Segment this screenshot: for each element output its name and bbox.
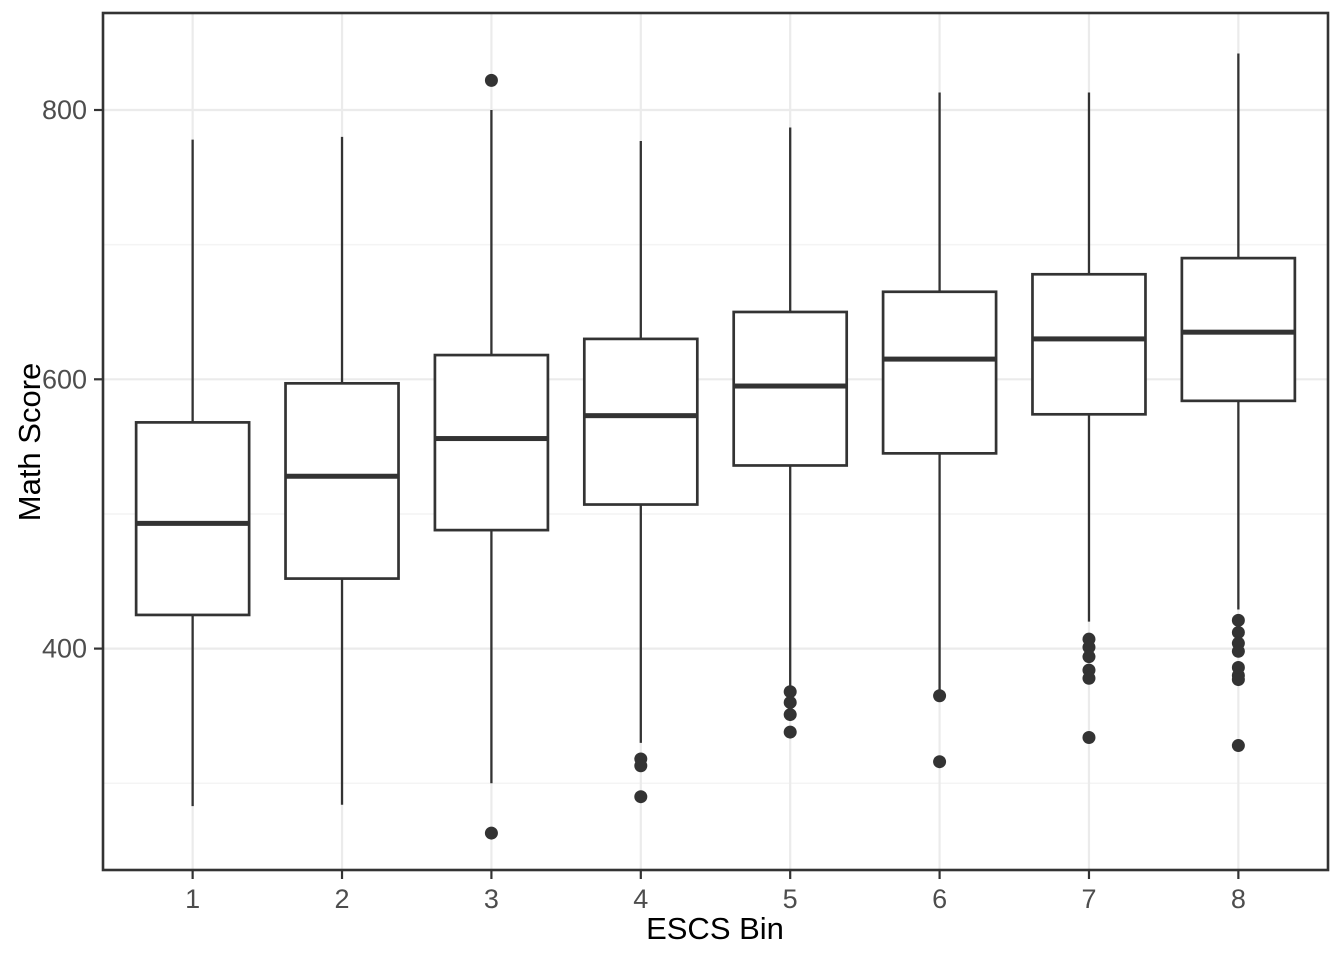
outlier-point [1082,650,1096,664]
boxplot-layer [134,53,1297,840]
iqr-box [433,353,550,532]
boxplot-bin-7 [1031,92,1147,744]
median-line [285,473,399,479]
x-tick-label: 2 [335,884,350,914]
outlier-point [1082,640,1096,654]
axis-layer: 1 2 3 4 5 6 7 8 400 600 800 [42,95,1246,914]
x-tick-label: 3 [484,884,499,914]
outlier-point [1231,644,1245,658]
x-tick-label: 5 [783,884,798,914]
boxplot-bin-2 [284,136,400,805]
outlier-point [484,73,498,87]
y-tick-label: 800 [42,95,87,125]
x-tick-label: 1 [185,884,200,914]
median-line [1181,329,1295,335]
median-line [733,383,847,389]
outlier-point [783,685,797,699]
boxplot-bin-4 [582,140,699,804]
outlier-point [484,826,498,840]
iqr-box [732,310,849,467]
outlier-point [933,689,947,703]
iqr-box [1031,272,1147,416]
boxplot-bin-3 [433,73,550,840]
median-line [883,356,997,362]
outlier-point [933,755,947,769]
x-axis-title: ESCS Bin [646,911,784,946]
outlier-point [1231,613,1245,627]
panel-border [101,11,1330,872]
outlier-point [783,695,797,709]
boxplot-bin-8 [1180,53,1297,753]
y-tick-label: 400 [42,634,87,664]
median-line [1032,336,1146,342]
boxplot-bin-5 [732,127,849,739]
y-tick-label: 600 [42,364,87,394]
median-line [136,520,250,526]
outlier-point [1231,739,1245,753]
iqr-box [134,421,251,617]
outlier-point [783,708,797,722]
outlier-point [1231,625,1245,639]
outlier-point [1231,673,1245,687]
iqr-box [582,337,699,506]
x-tick-label: 6 [932,884,947,914]
outlier-point [1082,671,1096,685]
x-tick-label: 7 [1081,884,1096,914]
outlier-point [634,790,648,804]
boxplot-bin-1 [134,139,251,807]
iqr-box [881,290,998,455]
y-axis-title: Math Score [12,363,47,522]
outlier-point [1082,730,1096,744]
outlier-point [783,725,797,739]
iqr-box [284,381,400,580]
x-tick-label: 8 [1231,884,1246,914]
boxplot-bin-6 [881,92,998,769]
median-line [584,413,698,419]
outlier-point [634,759,648,773]
median-line [434,436,548,442]
x-tick-label: 4 [633,884,648,914]
iqr-box [1180,256,1297,403]
